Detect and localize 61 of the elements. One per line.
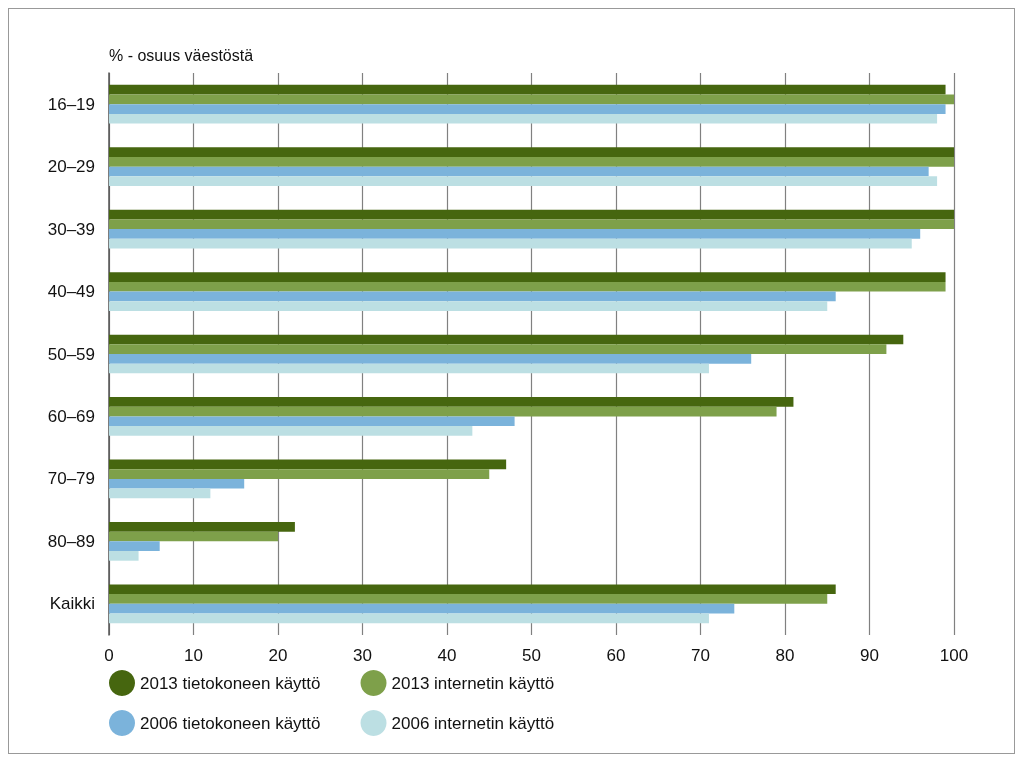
legend-label: 2006 internetin käyttö	[391, 713, 555, 733]
bar	[109, 426, 473, 436]
x-tick-label: 90	[860, 646, 879, 665]
y-tick-label: 20–29	[47, 157, 95, 177]
x-tick-label: 30	[353, 646, 372, 665]
y-tick-label: 40–49	[47, 282, 95, 302]
y-tick-label: 30–39	[47, 219, 95, 239]
bar	[109, 478, 245, 489]
bar	[109, 551, 139, 561]
bar	[109, 229, 921, 239]
bar	[109, 238, 912, 249]
bar	[109, 104, 946, 114]
bar	[109, 272, 946, 282]
x-tick-label: 10	[184, 646, 203, 665]
bar	[109, 291, 836, 302]
y-tick-label: 70–79	[47, 469, 95, 489]
legend-label: 2013 tietokoneen käyttö	[140, 673, 321, 693]
bar	[109, 541, 160, 552]
bar	[109, 397, 794, 407]
bar	[109, 344, 887, 354]
bar	[109, 406, 777, 417]
x-tick-label: 80	[775, 646, 795, 665]
bar	[109, 521, 295, 532]
y-tick-label: 16–19	[47, 94, 95, 114]
bar	[109, 584, 836, 595]
bar	[109, 416, 515, 427]
x-tick-label: 100	[939, 646, 969, 665]
bar	[109, 363, 709, 374]
bar	[109, 281, 946, 292]
x-tick-label: 20	[268, 646, 288, 665]
bar	[109, 209, 954, 220]
bar	[109, 84, 946, 95]
bar	[109, 166, 929, 177]
bar	[109, 594, 828, 604]
bar	[109, 113, 938, 124]
bar	[109, 334, 904, 345]
bar	[109, 488, 211, 499]
bar	[109, 156, 954, 167]
bar	[109, 147, 954, 157]
bar	[109, 176, 938, 187]
bar	[109, 94, 954, 105]
bar	[109, 354, 752, 364]
y-tick-label: 80–89	[47, 531, 95, 551]
legend-label: 2013 internetin käyttö	[391, 673, 555, 693]
bar	[109, 469, 490, 479]
y-tick-label: 50–59	[47, 344, 95, 364]
x-tick-label: 0	[104, 646, 114, 665]
x-tick-label: 50	[522, 646, 541, 665]
bar	[109, 219, 954, 230]
bar	[109, 603, 735, 614]
legend-label: 2006 tietokoneen käyttö	[140, 713, 321, 733]
bar	[109, 459, 507, 470]
x-tick-label: 70	[691, 646, 710, 665]
bar	[109, 613, 709, 624]
bar	[109, 531, 278, 542]
y-axis-title: % - osuus väestöstä	[109, 46, 254, 64]
x-tick-label: 40	[437, 646, 457, 665]
bar	[109, 301, 828, 311]
y-tick-label: Kaikki	[49, 594, 95, 614]
y-tick-label: 60–69	[47, 406, 95, 426]
x-tick-label: 60	[606, 646, 626, 665]
